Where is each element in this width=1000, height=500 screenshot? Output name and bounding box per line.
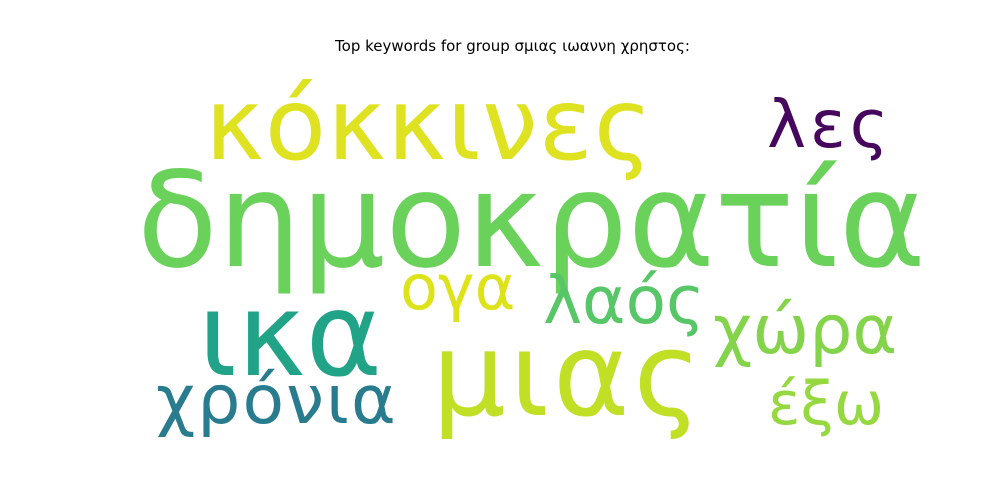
chart-title: Top keywords for group σμιας ιωαννη χρησ… — [335, 37, 690, 55]
word-δημοκρατία: δημοκρατία — [137, 144, 926, 298]
word-λαός: λαός — [543, 262, 705, 339]
word-μιας: μιας — [432, 308, 706, 443]
word-λες: λες — [767, 86, 893, 163]
word-χρόνια: χρόνια — [156, 361, 398, 440]
word-ικα: ικα — [198, 268, 383, 403]
word-ογα: ογα — [400, 251, 516, 324]
word-κόκκινες: κόκκινες — [205, 66, 654, 183]
word-έξω: έξω — [768, 369, 885, 439]
word-χώρα: χώρα — [713, 291, 898, 370]
